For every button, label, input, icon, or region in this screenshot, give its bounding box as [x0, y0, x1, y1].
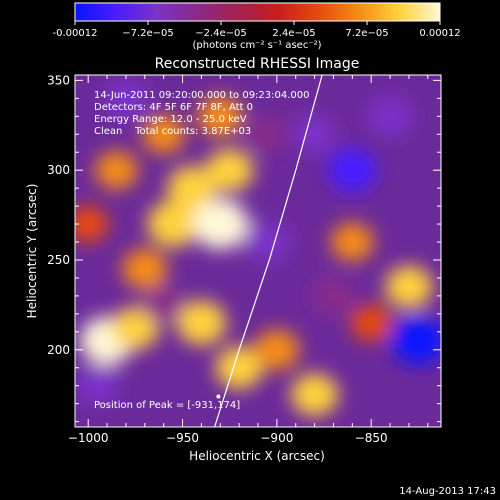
colorbar-tick-label: 7.2e−05: [345, 28, 388, 39]
heatmap-blob: [95, 150, 139, 190]
colorbar-ticks: -0.00012 −7.2e−05 −2.4e−05 2.4e−05 7.2e−05 0.…: [53, 21, 461, 39]
colorbar-tick-label: -0.00012: [53, 28, 98, 39]
heatmap-blob: [293, 114, 337, 154]
annotation-detectors: Detectors: 4F 5F 6F 7F 8F, Att 0: [94, 102, 253, 113]
annotations: 14-Jun-2011 09:20:00.000 to 09:23:04.000…: [94, 90, 310, 411]
heatmap-blob: [147, 200, 199, 248]
heatmap-blob: [385, 265, 433, 309]
y-tick-label: 350: [47, 73, 70, 87]
y-axis-ticks: 200 250 300 350: [47, 73, 441, 423]
footer-timestamp: 14-Aug-2013 17:43: [399, 486, 496, 497]
heatmap-blob: [122, 248, 168, 290]
y-tick-label: 250: [47, 253, 70, 267]
x-tick-label: −950: [166, 431, 199, 445]
x-tick-label: −900: [260, 431, 293, 445]
x-axis-label: Heliocentric X (arcsec): [189, 449, 325, 463]
heatmap-blob: [313, 277, 354, 315]
limb-line: [214, 75, 323, 427]
heatmap-blob: [350, 304, 392, 342]
heatmap-blob: [215, 346, 263, 390]
plot-area: −1000 −950 −900 −850 200 250 300 350: [47, 73, 442, 445]
x-axis-ticks: −1000 −950 −900 −850: [68, 75, 429, 445]
heatmap-blob: [143, 286, 185, 324]
annotation-energy: Energy Range: 12.0 - 25.0 keV: [94, 114, 247, 125]
annotation-time: 14-Jun-2011 09:20:00.000 to 09:23:04.000: [94, 90, 310, 101]
colorbar-gradient: [74, 2, 441, 22]
chart-title: Reconstructed RHESSI Image: [155, 56, 360, 72]
heatmap-blob: [142, 114, 186, 154]
heatmap-blob: [192, 198, 249, 250]
colorbar: -0.00012 −7.2e−05 −2.4e−05 2.4e−05 7.2e−05 0.…: [53, 2, 461, 51]
heatmap-blob: [391, 316, 441, 366]
heatmap-blob: [330, 222, 374, 262]
heatmap-blob: [167, 165, 217, 211]
y-tick-label: 300: [47, 163, 70, 177]
peak-marker-group: [216, 394, 221, 399]
colorbar-tick-label: 2.4e−05: [272, 28, 315, 39]
colorbar-tick-label: −2.4e−05: [195, 28, 247, 39]
colorbar-tick-label: −7.2e−05: [122, 28, 174, 39]
heatmap-blob: [254, 329, 300, 371]
x-tick-label: −850: [355, 431, 388, 445]
heatmap-blob: [197, 95, 243, 137]
heatmap-blob: [290, 373, 339, 416]
heatmap-blob: [104, 78, 148, 118]
x-tick-label: −1000: [68, 431, 109, 445]
heatmap-blob: [206, 148, 254, 192]
heatmap-blob: [111, 306, 160, 350]
heatmap-blob: [75, 205, 109, 243]
y-tick-label: 200: [47, 343, 70, 357]
heatmap-blob: [367, 95, 413, 137]
y-axis-label: Heliocentric Y (arcsec): [25, 184, 39, 319]
peak-marker: [216, 394, 221, 399]
colorbar-tick-label: 0.00012: [419, 28, 460, 39]
heatmap: [75, 78, 441, 416]
heatmap-blob: [176, 300, 227, 346]
heatmap-blob: [248, 116, 287, 152]
heatmap-blob: [327, 147, 378, 193]
heatmap-blob: [244, 221, 291, 263]
peak-label: Position of Peak = [-931,174]: [94, 400, 240, 411]
annotation-counts: Clean Total counts: 3.87E+03: [94, 126, 251, 137]
colorbar-units: (photons cm⁻² s⁻¹ asec⁻²): [192, 40, 321, 51]
heatmap-blob: [76, 366, 120, 406]
solar-limb: [214, 75, 323, 427]
